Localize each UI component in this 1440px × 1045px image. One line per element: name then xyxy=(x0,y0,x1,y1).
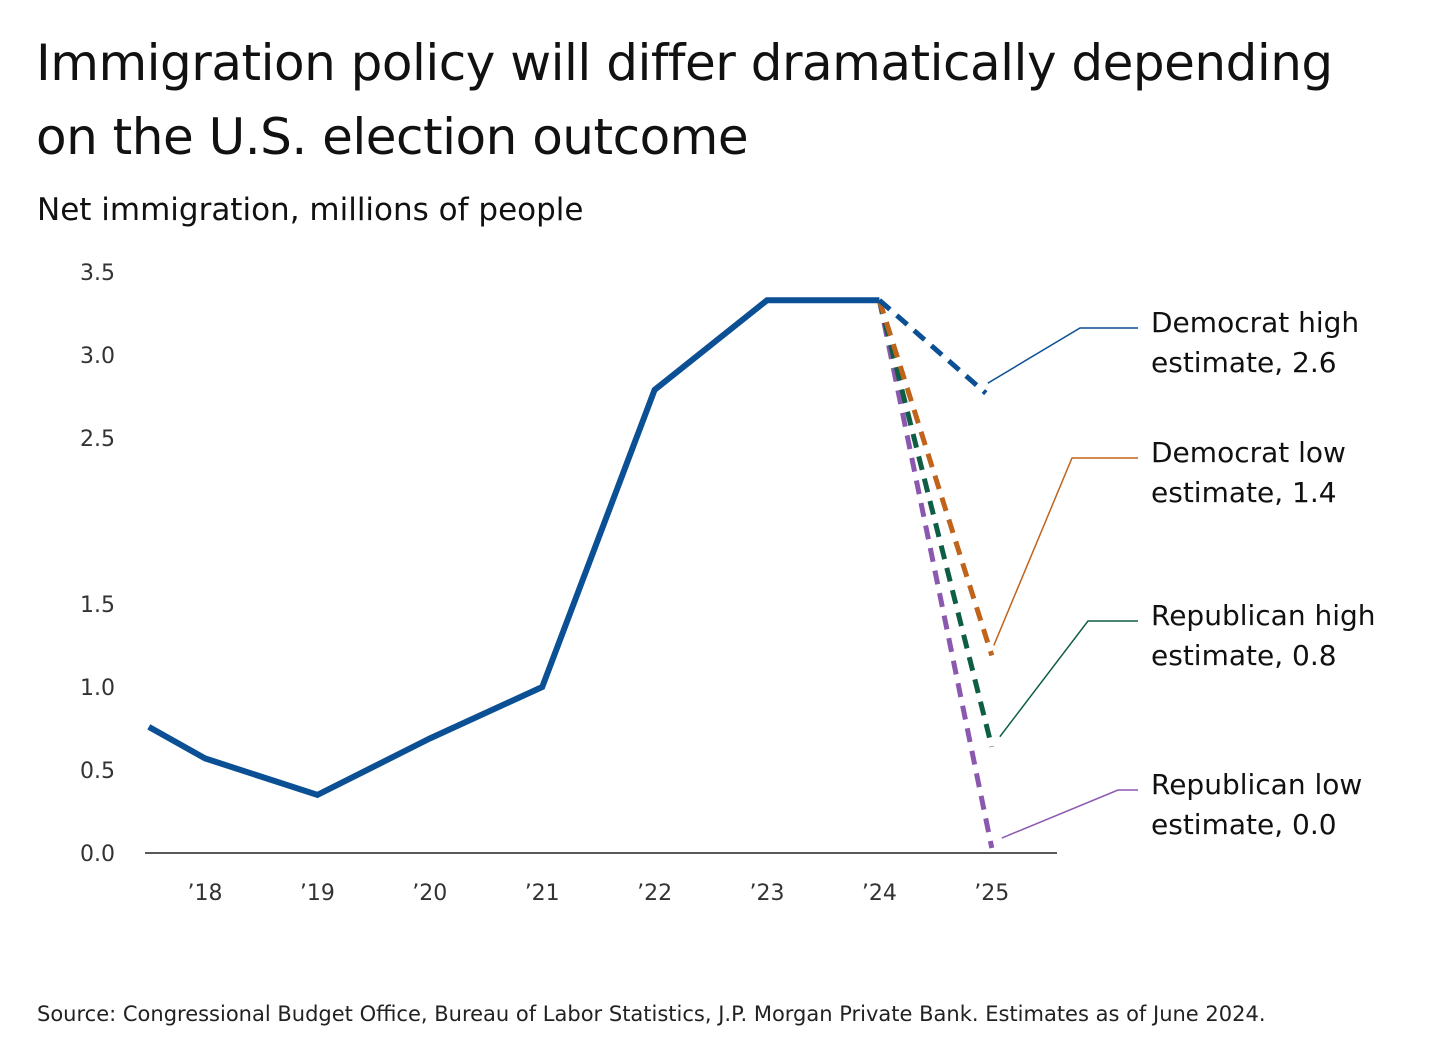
series-line-democrat-low xyxy=(877,299,995,657)
x-tick-label: ’22 xyxy=(637,881,672,906)
callout-label-republican-low: Republican low xyxy=(1151,768,1362,801)
y-tick-label: 2.5 xyxy=(80,427,115,452)
y-axis-label: Net immigration, millions of people xyxy=(37,192,584,228)
x-tick-label: ’24 xyxy=(862,881,897,906)
y-tick-label: 3.5 xyxy=(80,261,115,286)
x-tick-label: ’25 xyxy=(974,881,1009,906)
y-tick-label: 0.5 xyxy=(80,759,115,784)
callout-value-democrat-high: estimate, 2.6 xyxy=(1151,346,1337,379)
line-chart: 0.0 0.5 1.0 1.5 2.5 3.0 3.5 ’18 ’19 ’20 ’21 ’22 ’23 ’… xyxy=(80,261,1376,906)
callout-value-democrat-low: estimate, 1.4 xyxy=(1151,476,1337,509)
y-tick-label: 1.0 xyxy=(80,676,115,701)
x-tick-label: ’19 xyxy=(300,881,335,906)
x-tick-label: ’18 xyxy=(188,881,223,906)
series-line-republican-low xyxy=(876,299,995,849)
x-tick-label: ’23 xyxy=(750,881,785,906)
y-tick-label: 1.5 xyxy=(80,593,115,618)
callout-leader-republican-low xyxy=(1001,789,1138,839)
chart-title-line1: Immigration policy will differ dramatica… xyxy=(36,34,1333,92)
chart-title: Immigration policy will differ dramatica… xyxy=(36,26,1416,174)
series-line-republican-high xyxy=(876,299,995,748)
y-tick-label: 0.0 xyxy=(80,842,115,867)
series-line-actual xyxy=(147,297,880,799)
series-line-democrat-high xyxy=(877,298,988,396)
y-tick-label: 3.0 xyxy=(80,344,115,369)
x-tick-label: ’20 xyxy=(412,881,447,906)
callout-leader-democrat-low xyxy=(993,457,1138,646)
source-note: Source: Congressional Budget Office, Bur… xyxy=(37,1002,1266,1026)
callout-leader-republican-high xyxy=(999,620,1138,738)
callout-value-republican-low: estimate, 0.0 xyxy=(1151,808,1337,841)
callout-label-republican-high: Republican high xyxy=(1151,599,1376,632)
chart-title-line2: on the U.S. election outcome xyxy=(36,108,749,166)
callout-value-republican-high: estimate, 0.8 xyxy=(1151,639,1337,672)
x-tick-label: ’21 xyxy=(525,881,560,906)
callout-label-democrat-low: Democrat low xyxy=(1151,436,1346,469)
callout-label-democrat-high: Democrat high xyxy=(1151,306,1359,339)
callout-leader-democrat-high xyxy=(987,327,1138,384)
